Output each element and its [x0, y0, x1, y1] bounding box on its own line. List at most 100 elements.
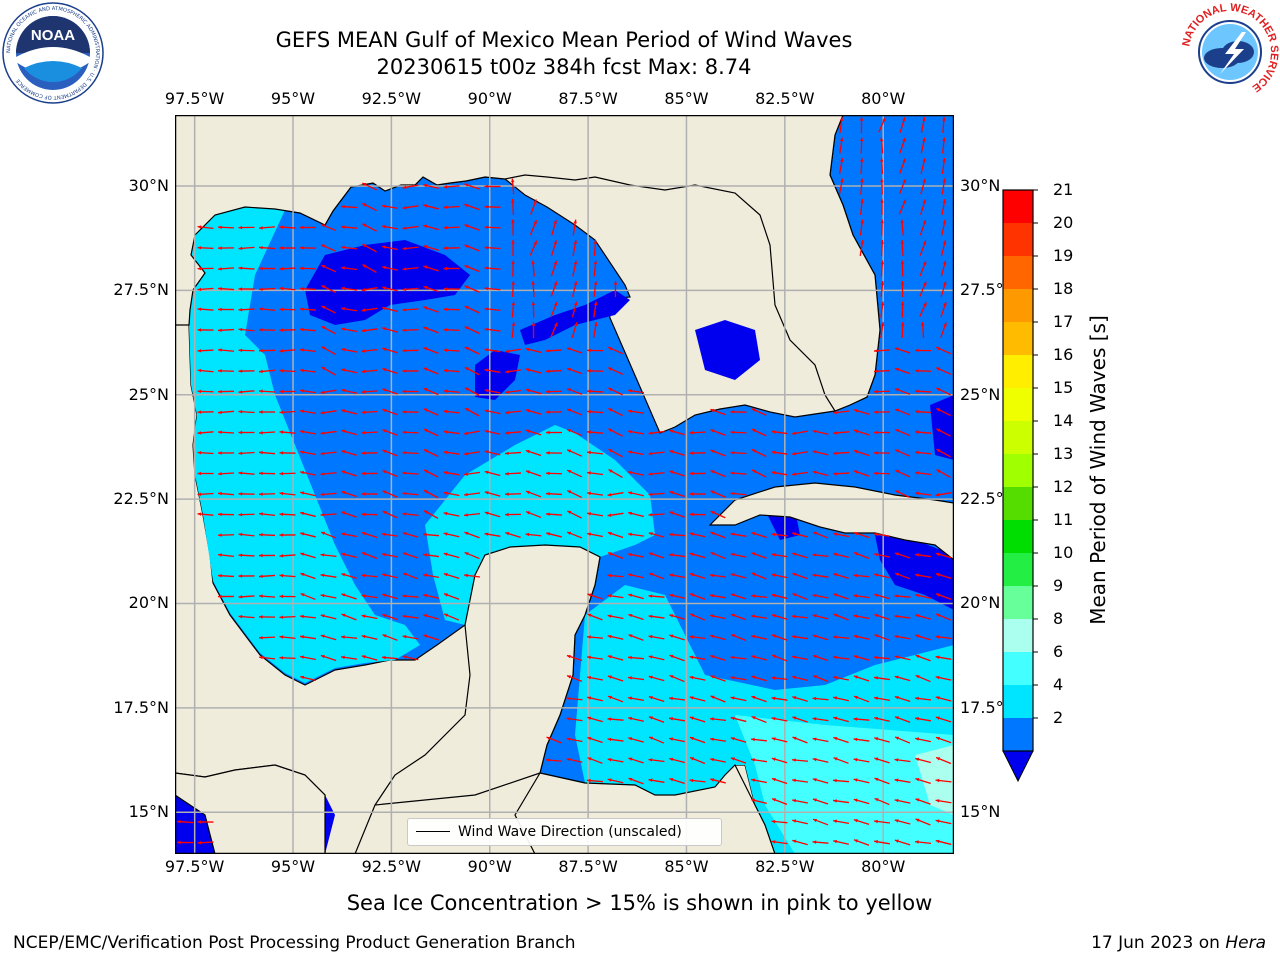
wave-direction-arrow — [504, 471, 522, 476]
wave-direction-arrow — [423, 183, 439, 189]
footer-date: 17 Jun 2023 on Hera — [1091, 933, 1266, 953]
wave-direction-arrow — [463, 513, 481, 517]
map-frame — [175, 115, 954, 854]
wave-direction-arrow — [751, 572, 767, 580]
wave-direction-arrow — [730, 573, 747, 579]
wave-direction-arrow — [525, 368, 542, 374]
wave-direction-arrow — [464, 224, 480, 231]
wave-direction-arrow — [839, 116, 844, 134]
wave-direction-arrow — [382, 327, 398, 333]
wave-direction-arrow — [832, 451, 850, 456]
wave-direction-arrow — [217, 389, 235, 394]
wave-direction-arrow — [299, 635, 317, 640]
wave-direction-arrow — [607, 634, 624, 640]
wave-direction-arrow — [668, 553, 686, 558]
colorbar-tick-label: 18 — [1053, 279, 1074, 298]
wave-direction-arrow — [586, 409, 604, 414]
wave-direction-arrow — [833, 613, 849, 621]
wave-direction-arrow — [341, 573, 357, 579]
wave-direction-arrow — [238, 451, 255, 456]
wave-direction-arrow — [880, 260, 885, 277]
wave-direction-arrow — [792, 696, 808, 702]
wave-direction-arrow — [238, 532, 255, 537]
wave-direction-arrow — [531, 321, 536, 339]
wave-direction-arrow — [935, 492, 952, 497]
wave-direction-arrow — [627, 655, 645, 660]
wave-direction-arrow — [935, 655, 952, 660]
wave-direction-arrow — [531, 301, 536, 318]
wave-direction-arrow — [238, 492, 255, 496]
wave-direction-arrow — [300, 655, 316, 661]
right-latitude-label: 27.5° — [960, 280, 1004, 300]
colorbar-segment — [1003, 190, 1033, 224]
wave-direction-arrow — [936, 448, 951, 458]
wave-direction-arrow — [730, 450, 747, 455]
wave-direction-arrow — [279, 349, 296, 353]
wave-direction-arrow — [464, 531, 480, 539]
wave-direction-arrow — [382, 286, 398, 292]
wave-direction-arrow — [586, 389, 604, 394]
wave-direction-arrow — [915, 634, 931, 641]
wave-direction-arrow — [463, 451, 481, 456]
wave-direction-arrow — [607, 778, 624, 784]
wave-direction-arrow — [484, 511, 501, 518]
wave-direction-arrow — [853, 778, 870, 784]
wave-direction-arrow — [915, 757, 931, 764]
wave-direction-arrow — [839, 137, 844, 154]
colorbar-segment — [1003, 487, 1033, 521]
wave-direction-arrow — [628, 716, 644, 722]
wave-direction-arrow — [899, 158, 906, 174]
wave-direction-arrow — [546, 736, 562, 744]
wave-direction-arrow — [941, 240, 947, 256]
wave-direction-arrow — [545, 492, 563, 496]
wave-direction-arrow — [751, 634, 767, 640]
chart-subtitle: 20230615 t00z 384h fcst Max: 8.74 — [376, 55, 752, 79]
wave-direction-arrow — [898, 178, 907, 195]
wave-direction-arrow — [669, 429, 685, 436]
left-latitude-label: 25°N — [128, 384, 169, 404]
wave-direction-arrow — [792, 716, 808, 723]
wave-direction-arrow — [880, 239, 884, 257]
wave-direction-arrow — [689, 471, 706, 476]
wave-direction-arrow — [279, 573, 296, 578]
wave-direction-arrow — [504, 492, 522, 496]
wave-direction-arrow — [791, 471, 809, 476]
wave-direction-arrow — [545, 512, 563, 516]
wave-direction-arrow — [853, 695, 870, 703]
wave-direction-arrow — [710, 469, 726, 478]
wave-direction-arrow — [586, 430, 604, 434]
wave-direction-arrow — [812, 634, 829, 641]
wave-direction-arrow — [320, 284, 337, 294]
wave-direction-arrow — [217, 533, 235, 537]
wave-direction-arrow — [771, 819, 788, 824]
wave-direction-arrow — [238, 430, 255, 435]
wave-direction-arrow — [669, 737, 685, 743]
bottom-longitude-label: 85°W — [664, 857, 709, 876]
wave-direction-arrow — [300, 532, 316, 538]
wave-direction-arrow — [341, 327, 357, 333]
wave-direction-arrow — [648, 778, 665, 783]
wave-direction-arrow — [402, 491, 419, 496]
wave-direction-arrow — [238, 246, 255, 251]
wave-direction-arrow — [873, 349, 891, 353]
wave-direction-arrow — [880, 301, 885, 318]
wave-direction-arrow — [197, 410, 214, 414]
wave-direction-arrow — [812, 573, 829, 578]
wave-direction-arrow — [299, 614, 317, 619]
right-latitude-label: 20°N — [960, 593, 1001, 613]
wave-direction-arrow — [566, 531, 583, 539]
wave-direction-arrow — [750, 594, 768, 599]
wave-direction-arrow — [566, 388, 583, 395]
wave-direction-arrow — [853, 614, 870, 620]
wave-direction-arrow — [593, 239, 598, 257]
wave-direction-arrow — [279, 635, 296, 639]
wave-direction-arrow — [941, 199, 947, 215]
dark-blue-patch — [305, 240, 470, 325]
wave-direction-arrow — [628, 470, 644, 476]
wave-direction-arrow — [320, 472, 337, 476]
wave-direction-arrow — [750, 737, 768, 742]
wave-direction-arrow — [531, 280, 535, 298]
wave-direction-arrow — [935, 696, 952, 702]
wave-direction-arrow — [689, 572, 706, 580]
wave-direction-arrow — [894, 347, 911, 354]
